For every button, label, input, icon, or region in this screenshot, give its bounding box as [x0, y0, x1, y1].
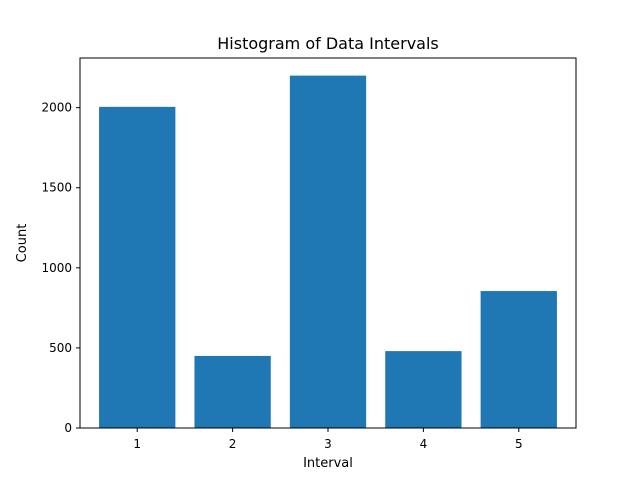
bars-layer — [99, 75, 557, 428]
bar-interval-2 — [194, 355, 271, 428]
bar-interval-4 — [385, 351, 462, 428]
y-tick-label-0: 0 — [64, 421, 72, 435]
x-tick-label-2: 2 — [229, 437, 237, 451]
y-tick-label-2000: 2000 — [41, 101, 72, 115]
y-tick-label-1500: 1500 — [41, 181, 72, 195]
plot-frame — [79, 57, 577, 429]
x-axis-ticks: 1 2 3 4 5 — [133, 428, 523, 451]
x-tick-label-4: 4 — [420, 437, 428, 451]
y-axis-ticks: 0 500 1000 1500 2000 — [41, 101, 80, 435]
bar-interval-3 — [289, 75, 367, 428]
y-axis-label: Count — [15, 224, 30, 263]
chart-title: Histogram of Data Intervals — [217, 34, 439, 53]
bar-interval-1 — [99, 106, 176, 428]
bar-interval-5 — [480, 291, 557, 428]
y-tick-label-1000: 1000 — [41, 261, 72, 275]
x-tick-label-3: 3 — [324, 437, 332, 451]
x-axis-label: Interval — [303, 456, 353, 471]
x-tick-label-1: 1 — [133, 437, 141, 451]
y-tick-label-500: 500 — [49, 341, 72, 355]
x-tick-label-5: 5 — [515, 437, 523, 451]
